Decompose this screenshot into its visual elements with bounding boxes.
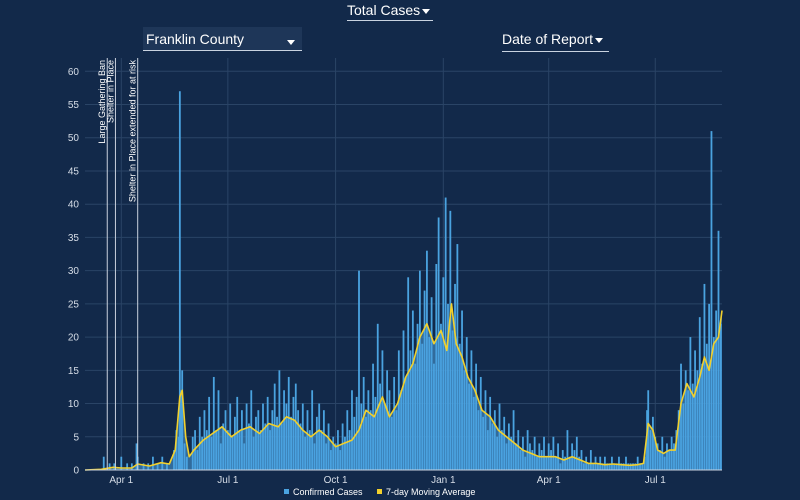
case-bar (212, 376, 215, 470)
case-bar (351, 390, 353, 470)
y-tick-label: 10 (68, 399, 80, 410)
axis-layer: 0 5 10 15 20 25 30 35 40 45 50 55 60 Apr 1 Jul 1 Oct 1 J… (68, 67, 722, 486)
metric-dropdown[interactable]: Total Cases (347, 0, 433, 21)
y-tick-label: 45 (68, 166, 80, 177)
metric-dropdown-label: Total Cases (347, 2, 421, 18)
case-bar (108, 463, 111, 470)
case-bar (178, 91, 181, 471)
y-tick-label: 0 (73, 466, 79, 477)
event-label: Shelter in Place extended for at risk (128, 60, 138, 203)
event-label: Shelter in Place (105, 60, 115, 123)
y-tick-label: 5 (73, 432, 79, 443)
y-tick-label: 35 (68, 233, 80, 244)
case-bar (311, 390, 314, 470)
legend-swatch-average (377, 489, 382, 494)
y-tick-label: 30 (68, 266, 80, 277)
legend: Confirmed Cases 7-day Moving Average (284, 487, 475, 497)
y-tick-label: 60 (68, 67, 80, 78)
case-bar (552, 436, 555, 470)
x-tick-label: Oct 1 (324, 475, 348, 486)
case-bar (358, 270, 360, 470)
date-type-dropdown-label: Date of Report (502, 31, 594, 47)
date-type-dropdown[interactable]: Date of Report (502, 27, 609, 52)
line-layer (84, 303, 723, 471)
case-bar (625, 456, 627, 470)
case-bar (102, 456, 105, 470)
x-tick-label: Apr 1 (537, 475, 561, 486)
caret-down-icon (422, 9, 431, 14)
moving-average-line (84, 303, 723, 471)
county-dropdown-label: Franklin County (146, 30, 245, 47)
case-bar (444, 197, 447, 470)
x-tick-label: Apr 1 (109, 475, 133, 486)
case-bar (152, 456, 154, 470)
case-bar (557, 443, 559, 470)
case-bar (566, 430, 569, 470)
case-bar (130, 463, 133, 470)
case-bar (126, 463, 129, 470)
legend-label-confirmed: Confirmed Cases (293, 487, 363, 497)
y-tick-label: 50 (68, 133, 80, 144)
case-bar (512, 410, 515, 470)
caret-down-icon (287, 40, 295, 45)
case-bar (604, 456, 606, 470)
x-tick-label: Jul 1 (645, 475, 667, 486)
case-bar (533, 436, 536, 470)
x-tick-label: Jan 1 (431, 475, 456, 486)
county-dropdown[interactable]: Franklin County (143, 27, 302, 51)
y-tick-label: 25 (68, 299, 80, 310)
case-bar (636, 456, 639, 470)
legend-label-average: 7-day Moving Average (386, 487, 475, 497)
case-bar (575, 436, 578, 470)
caret-down-icon (595, 38, 604, 43)
case-bar (543, 436, 545, 470)
case-bar (376, 323, 379, 470)
x-tick-label: Jul 1 (217, 475, 239, 486)
case-bar (589, 450, 592, 470)
bars-layer (85, 91, 722, 471)
case-bar (526, 430, 529, 470)
legend-swatch-confirmed (284, 489, 289, 494)
case-bar (208, 396, 211, 470)
case-bar (120, 456, 123, 470)
case-bar (278, 370, 281, 470)
case-bar (135, 443, 138, 470)
case-bar (346, 410, 349, 470)
event-label: Large Gathering Ban (97, 60, 107, 144)
case-bar (710, 131, 713, 470)
y-tick-label: 55 (68, 100, 80, 111)
case-bar (618, 456, 620, 470)
y-tick-label: 15 (68, 366, 80, 377)
y-tick-label: 40 (68, 200, 80, 211)
y-tick-label: 20 (68, 333, 80, 344)
